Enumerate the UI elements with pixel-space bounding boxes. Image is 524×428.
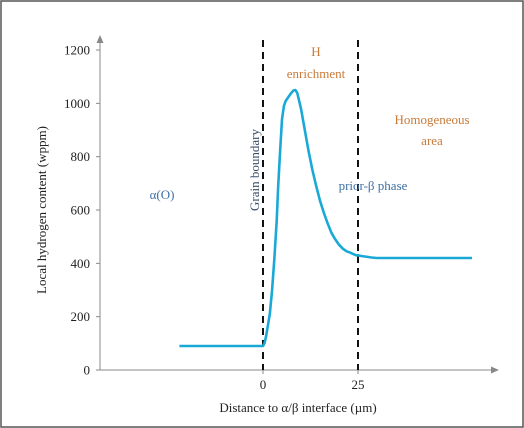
annotation-homogeneous: Homogeneous xyxy=(394,112,469,127)
y-tick-label: 800 xyxy=(71,149,91,164)
y-axis-arrow xyxy=(96,35,104,43)
annotation-prior-beta: prior-β phase xyxy=(339,178,408,193)
annotation-h: H xyxy=(311,44,320,59)
y-tick-group: 0 200 400 600 800 1000 1200 xyxy=(64,43,100,378)
annotation-alpha-o: α(O) xyxy=(150,187,175,202)
annotation-area: area xyxy=(421,133,443,148)
x-axis-label: Distance to α/β interface (µm) xyxy=(219,400,376,415)
annotation-enrichment: enrichment xyxy=(287,66,346,81)
x-tick-label: 0 xyxy=(260,377,267,392)
y-tick-label: 1200 xyxy=(64,43,90,58)
x-tick-label: 25 xyxy=(352,377,365,392)
y-axis-label: Local hydrogen content (wppm) xyxy=(34,126,49,294)
x-tick-group: 0 25 xyxy=(260,370,365,392)
y-tick-label: 200 xyxy=(71,309,91,324)
y-tick-label: 400 xyxy=(71,256,91,271)
y-tick-label: 1000 xyxy=(64,96,90,111)
hydrogen-content-line xyxy=(179,88,472,348)
y-tick-label: 600 xyxy=(71,203,91,218)
x-axis-arrow xyxy=(491,366,499,374)
dashed-boundary-lines xyxy=(262,40,359,370)
annotation-grain-boundary: Grain boundary xyxy=(247,129,262,211)
y-tick-label: 0 xyxy=(84,363,91,378)
